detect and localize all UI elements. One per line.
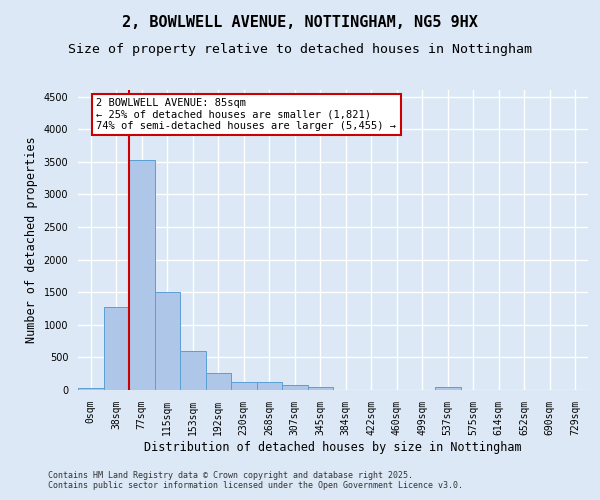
X-axis label: Distribution of detached houses by size in Nottingham: Distribution of detached houses by size … (144, 440, 522, 454)
Bar (78, 388, 104, 390)
Text: Contains HM Land Registry data © Crown copyright and database right 2025.
Contai: Contains HM Land Registry data © Crown c… (48, 470, 463, 490)
Bar (155, 292, 180, 390)
Bar (282, 386, 308, 390)
Bar (129, 160, 155, 390)
Bar (257, 382, 282, 390)
Bar (308, 388, 333, 390)
Y-axis label: Number of detached properties: Number of detached properties (25, 136, 38, 344)
Bar (435, 388, 461, 390)
Bar (104, 306, 129, 390)
Text: Size of property relative to detached houses in Nottingham: Size of property relative to detached ho… (68, 42, 532, 56)
Bar (205, 373, 231, 390)
Bar (231, 382, 257, 390)
Text: 2 BOWLWELL AVENUE: 85sqm
← 25% of detached houses are smaller (1,821)
74% of sem: 2 BOWLWELL AVENUE: 85sqm ← 25% of detach… (97, 98, 397, 131)
Bar (180, 351, 205, 390)
Text: 2, BOWLWELL AVENUE, NOTTINGHAM, NG5 9HX: 2, BOWLWELL AVENUE, NOTTINGHAM, NG5 9HX (122, 15, 478, 30)
